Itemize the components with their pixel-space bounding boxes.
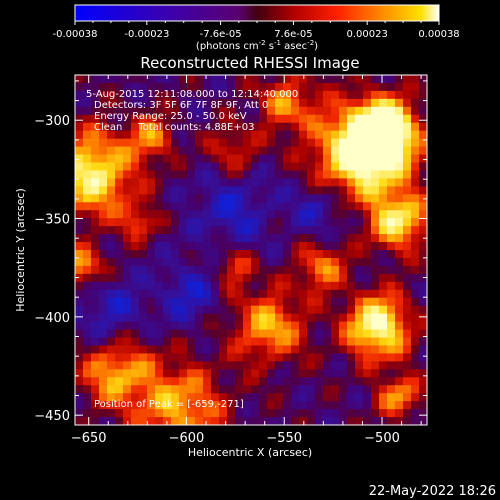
x-tick-label: −650 [71, 431, 107, 446]
annotation-time: 5-Aug-2015 12:11:08.000 to 12:14:40.000 [86, 89, 298, 100]
colorbar-unit-part: -2 [307, 39, 314, 47]
colorbar-unit-part: -2 [259, 39, 266, 47]
colorbar-unit-part: ) [314, 41, 318, 52]
footer-timestamp: 22-May-2022 18:26 [369, 484, 496, 499]
x-axis-label: Heliocentric X (arcsec) [188, 446, 312, 459]
colorbar: -0.00038 -0.00023 -7.6e-05 7.6e-05 0.00023 0.… [53, 4, 460, 52]
x-tick-label: −600 [169, 431, 205, 446]
heatmap-image [75, 75, 427, 425]
chart-title: Reconstructed RHESSI Image [140, 54, 359, 72]
x-tick-label: −550 [266, 431, 302, 446]
axis-ticks: −650 −600 −550 −500 −450 −400 −350 −300 [34, 75, 427, 446]
colorbar-unit-part: (photons cm [196, 41, 259, 52]
colorbar-tick-label: -0.00038 [53, 29, 98, 40]
plot-frame [74, 74, 428, 426]
colorbar-tick-label: 0.00038 [418, 29, 459, 40]
annotation-clean: Clean Total counts: 4.88E+03 [94, 122, 254, 133]
y-tick-label: −300 [34, 114, 70, 129]
annotation-block: 5-Aug-2015 12:11:08.000 to 12:14:40.000 … [86, 89, 298, 133]
colorbar-tick-label: -0.00023 [124, 29, 169, 40]
colorbar-unit-part: -1 [274, 39, 281, 47]
annotation-energy: Energy Range: 25.0 - 50.0 keV [94, 111, 247, 122]
colorbar-tick-label: -7.6e-05 [200, 29, 242, 40]
y-tick-label: −450 [34, 409, 70, 424]
annotation-detectors: Detectors: 3F 5F 6F 7F 8F 9F, Att 0 [94, 100, 268, 111]
colorbar-tick-label: 7.6e-05 [274, 29, 312, 40]
x-tick-label: −500 [364, 431, 400, 446]
peak-position-label: Position of Peak = [-659,-271] [94, 399, 244, 410]
colorbar-unit-part: s [266, 41, 274, 52]
colorbar-unit-part: asec [281, 41, 307, 52]
colorbar-gradient [74, 4, 440, 22]
colorbar-unit: (photons cm-2 s-1 asec-2) [196, 39, 318, 52]
y-tick-label: −400 [34, 311, 70, 326]
y-tick-label: −350 [34, 213, 70, 228]
colorbar-ticks: -0.00038 -0.00023 -7.6e-05 7.6e-05 0.00023 0.… [53, 21, 460, 40]
y-axis-label: Heliocentric Y (arcsec) [14, 188, 27, 312]
colorbar-tick-label: 0.00023 [346, 29, 387, 40]
